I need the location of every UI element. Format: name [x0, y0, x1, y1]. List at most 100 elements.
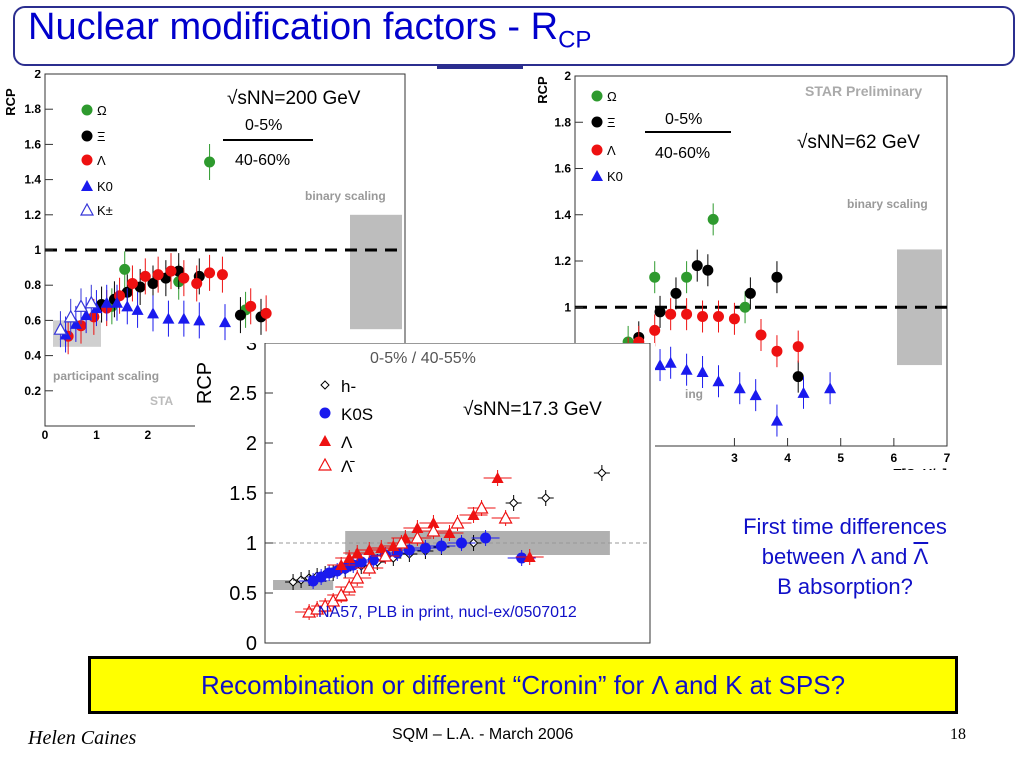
- data-point: [177, 312, 190, 324]
- note-line-3: B absorption?: [777, 574, 913, 599]
- annotation-binary: binary scaling: [305, 189, 386, 203]
- legend-label: Ω: [607, 89, 617, 104]
- data-point: [351, 547, 364, 558]
- data-point: [649, 271, 661, 283]
- x-tick-label: 7: [944, 451, 951, 465]
- data-point: [216, 269, 228, 281]
- y-tick-label: 1: [34, 243, 41, 257]
- data-point: [467, 509, 480, 520]
- data-point: [131, 303, 144, 315]
- data-point: [204, 267, 216, 279]
- y-tick-label: 0.2: [24, 384, 41, 398]
- chart-17gev: 0 0.5 1 1.5 2 2.5 3 RCP 0-5% / 40-55% h- K0S Λ Λ̄ √sN…: [194, 333, 655, 655]
- legend-label: K0: [97, 179, 113, 194]
- y-tick-label: 1.2: [24, 208, 41, 222]
- data-point: [100, 296, 113, 308]
- data-point: [63, 309, 78, 323]
- y-tick-label: 1.4: [24, 173, 41, 187]
- slide-title: Nuclear modification factors - RCP: [28, 6, 592, 54]
- data-point: [792, 371, 804, 383]
- data-point: [474, 500, 489, 514]
- data-point: [744, 287, 756, 299]
- data-point: [654, 306, 666, 318]
- lambda-symbol: Λ: [851, 544, 865, 569]
- y-tick-label: 0: [246, 633, 257, 655]
- x-tick-label: 2: [145, 428, 152, 440]
- data-point: [707, 213, 719, 225]
- data-point: [394, 535, 409, 549]
- energy-label: √sNN=200 GeV: [227, 88, 361, 109]
- y-tick-label: 2: [246, 433, 257, 455]
- y-tick-label: 0.8: [24, 278, 41, 292]
- energy-label: √sNN=17.3 GeV: [463, 399, 602, 420]
- data-point: [664, 356, 677, 368]
- data-point: [450, 515, 465, 529]
- data-point: [712, 311, 724, 322]
- y-tick-label: 0.4: [24, 349, 41, 363]
- y-tick-label: 0.6: [24, 313, 41, 327]
- data-point: [342, 579, 357, 593]
- data-point: [749, 389, 762, 401]
- data-point: [654, 359, 667, 371]
- legend-marker: [81, 104, 93, 116]
- data-point: [733, 382, 746, 394]
- data-point: [162, 312, 175, 324]
- data-point: [770, 414, 783, 426]
- chart-17gev-svg: 0 0.5 1 1.5 2 2.5 3 RCP 0-5% / 40-55% h- K0S Λ Λ̄ √sN…: [194, 333, 655, 655]
- y-tick-label: 1.8: [554, 115, 571, 129]
- note-line-2: between Λ and Λ: [761, 544, 929, 569]
- data-point: [498, 510, 513, 524]
- legend-marker: [320, 380, 330, 390]
- data-point: [152, 269, 164, 281]
- y-tick-label: 1.6: [554, 162, 571, 176]
- data-point: [696, 366, 709, 377]
- data-point: [362, 560, 377, 574]
- legend-marker: [319, 407, 331, 419]
- data-point: [111, 296, 123, 308]
- data-point: [649, 324, 661, 336]
- data-point: [411, 522, 424, 533]
- ratio-top: 0-5%: [245, 117, 282, 134]
- data-point: [367, 554, 379, 566]
- legend-label: Λ: [341, 433, 353, 452]
- y-tick-label: 2: [34, 70, 41, 81]
- data-point: [824, 382, 837, 394]
- legend-label: K0: [607, 169, 623, 184]
- data-point: [335, 559, 348, 570]
- note-line-1: First time differences: [743, 514, 947, 539]
- data-point: [771, 271, 783, 283]
- legend-label: Λ: [607, 143, 616, 158]
- data-point: [69, 317, 82, 329]
- data-point: [792, 341, 804, 353]
- legend-marker: [591, 144, 603, 156]
- data-point: [343, 552, 356, 563]
- legend-marker: [591, 90, 603, 102]
- footer-meeting: SQM – L.A. - March 2006: [392, 726, 574, 743]
- legend-marker: [591, 116, 603, 128]
- y-tick-label: 1.8: [24, 102, 41, 116]
- lambdabar-symbol: Λ: [913, 544, 929, 569]
- data-point: [697, 311, 709, 322]
- legend-label: Λ: [97, 153, 106, 168]
- ratio-bottom: 40-60%: [235, 152, 290, 169]
- data-point: [508, 498, 519, 508]
- x-tick-label: 3: [731, 451, 738, 465]
- legend-marker: [591, 170, 603, 181]
- y-tick-label: 1.5: [229, 483, 257, 505]
- legend-marker: [81, 154, 93, 166]
- x-tick-label: 1: [93, 428, 100, 440]
- chart-62gev: 0.811.21.41.61.8234567pT[GeV/c]RCPΩΞΛK0S…: [535, 69, 955, 481]
- data-point: [80, 309, 93, 321]
- differences-note: First time differences between Λ and Λ B…: [700, 512, 990, 602]
- data-point: [121, 300, 134, 312]
- data-point: [119, 263, 131, 275]
- data-point: [435, 540, 447, 552]
- x-tick-label: 0: [42, 428, 49, 440]
- chart-200gev-svg: 0.2 0.4 0.6 0.8 1 1.2 1.4 1.6 1.8 2 0 1 2 RCP ΩΞΛ K0 K± √…: [3, 67, 406, 442]
- data-point: [165, 265, 177, 277]
- annotation-preliminary: STAR Preliminary: [805, 83, 922, 99]
- ratio-top: 0-5%: [665, 111, 702, 128]
- data-point: [670, 287, 682, 299]
- data-point: [712, 375, 725, 387]
- data-point: [191, 277, 203, 289]
